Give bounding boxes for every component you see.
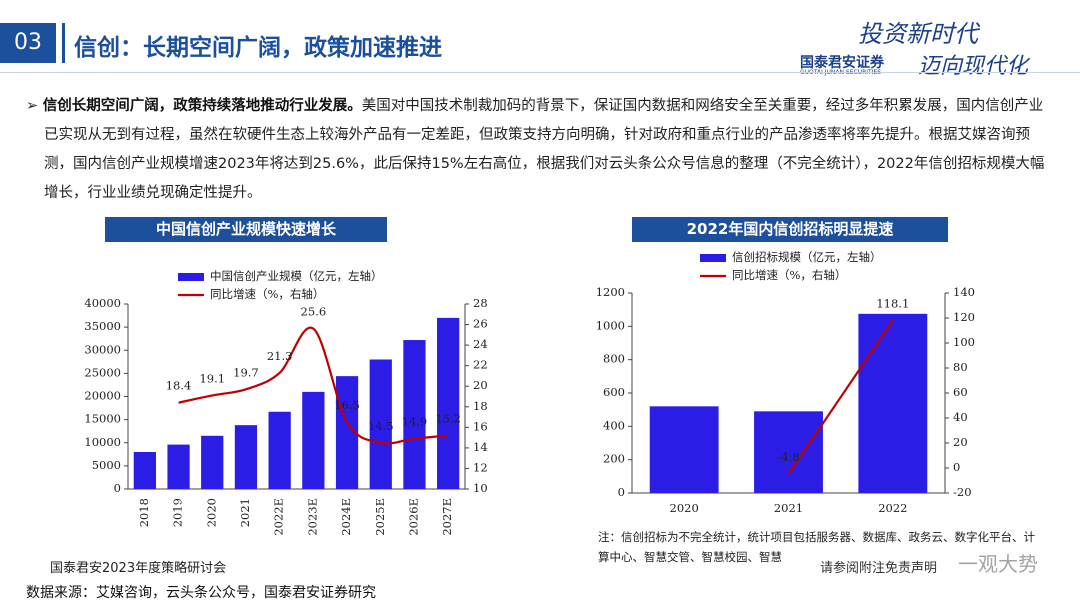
x-tick-label: 2019 [171,498,185,527]
legend-label: 同比增速（%，右轴） [732,268,846,282]
y-tick-label: 10000 [84,435,121,449]
title-bar [62,23,65,63]
y2-tick-label: 0 [953,460,960,474]
data-label: -4.8 [777,450,799,464]
y2-tick-label: 26 [473,317,488,331]
y2-tick-label: 10 [473,481,488,495]
bar [369,359,392,489]
y-tick-label: 5000 [92,458,121,472]
y2-tick-label: 80 [953,360,968,374]
y2-tick-label: 120 [953,310,975,324]
data-label: 16.5 [334,398,360,412]
event-name: 国泰君安2023年度策略研讨会 [50,561,227,576]
y-tick-label: 15000 [84,412,121,426]
data-label: 15.2 [435,412,461,426]
x-tick-label: 2026E [406,498,420,536]
bar [234,425,258,489]
x-tick-label: 2022 [878,501,907,515]
chart-title: 2022年国内信创招标明显提速 [632,217,948,242]
paragraph: ➢ 信创长期空间广阔，政策持续落地推动行业发展。美国对中国技术制裁加码的背景下，… [26,98,1045,201]
bar [649,406,719,493]
divider [0,72,1080,73]
y2-tick-label: -20 [953,485,972,499]
x-tick-label: 2027E [440,498,454,536]
line [178,326,449,445]
y2-tick-label: 100 [953,335,975,349]
chart-title: 中国信创产业规模快速增长 [105,217,387,242]
x-tick-label: 2018 [137,498,151,527]
y2-tick-label: 16 [473,419,488,433]
data-label: 19.7 [233,365,259,379]
y-tick-label: 800 [603,352,625,366]
line [787,319,894,475]
bar [858,313,928,493]
bar [403,340,426,489]
slogan: 迈向现代化 [918,54,1029,79]
y2-tick-label: 28 [473,296,488,310]
bar [133,452,156,489]
data-label: 14.5 [368,419,394,433]
y-tick-label: 0 [618,485,625,499]
legend-label: 信创招标规模（亿元，左轴） [732,250,882,264]
x-tick-label: 2025E [373,498,387,536]
section-number: 03 [0,23,56,63]
y2-tick-label: 22 [473,358,488,372]
y2-tick-label: 140 [953,285,975,299]
bar [167,444,190,489]
y2-tick-label: 14 [473,440,488,454]
chart-note: 注：信创招标为不完全统计，统计项目包括服务器、数据库、政务云、数字化平台、计算中… [598,530,1035,564]
y2-tick-label: 24 [473,337,488,351]
data-label: 21.3 [267,349,293,363]
x-tick-label: 2021 [238,498,252,527]
y-tick-label: 35000 [84,319,121,333]
bar [268,411,291,489]
y-tick-label: 25000 [84,365,121,379]
y2-tick-label: 20 [953,435,968,449]
disclaimer: 请参阅附注免责声明 [820,561,938,576]
bar [335,376,359,489]
legend-label: 中国信创产业规模（亿元，左轴） [210,269,383,283]
legend-swatch [178,273,204,281]
x-tick-label: 2023E [305,498,319,536]
data-label: 18.4 [166,379,192,393]
data-label: 14.9 [402,415,428,429]
y2-tick-label: 60 [953,385,968,399]
y2-tick-label: 40 [953,410,968,424]
y2-tick-label: 12 [473,460,488,474]
y-tick-label: 1200 [596,285,625,299]
slogan: 投资新时代 [858,20,978,48]
y-tick-label: 20000 [84,389,121,403]
lead: 信创长期空间广阔，政策持续落地推动行业发展。 [42,98,362,114]
bar [201,435,224,489]
x-tick-label: 2024E [339,498,353,536]
legend-label: 同比增速（%，右轴） [210,287,324,301]
bar [437,317,460,489]
data-label: 19.1 [199,371,225,385]
y-tick-label: 0 [114,481,121,495]
x-tick-label: 2020 [670,501,699,515]
y-tick-label: 200 [603,452,625,466]
bar [302,391,325,489]
data-label: 118.1 [876,296,909,310]
y-tick-label: 600 [603,385,625,399]
x-tick-label: 2022E [272,498,286,536]
y-tick-label: 400 [603,418,625,432]
data-label: 25.6 [301,305,327,319]
watermark: 一观大势 [958,552,1038,576]
y-tick-label: 1000 [596,318,625,332]
bar [754,411,823,493]
y-tick-label: 30000 [84,342,121,356]
y-tick-label: 40000 [84,296,121,310]
y2-tick-label: 20 [473,378,488,392]
body-text: 美国对中国技术制裁加码的背景下，保证国内数据和网络安全至关重要，经过多年积累发展… [44,98,1045,201]
logo-name: 国泰君安证券 [800,55,884,71]
y2-tick-label: 18 [473,399,488,413]
legend-swatch [700,254,726,262]
slide-title: 信创：长期空间广阔，政策加速推进 [74,35,442,61]
x-tick-label: 2021 [774,501,803,515]
x-tick-label: 2020 [204,498,218,527]
data-source: 数据来源：艾媒咨询，云头条公众号，国泰君安证券研究 [26,585,376,601]
